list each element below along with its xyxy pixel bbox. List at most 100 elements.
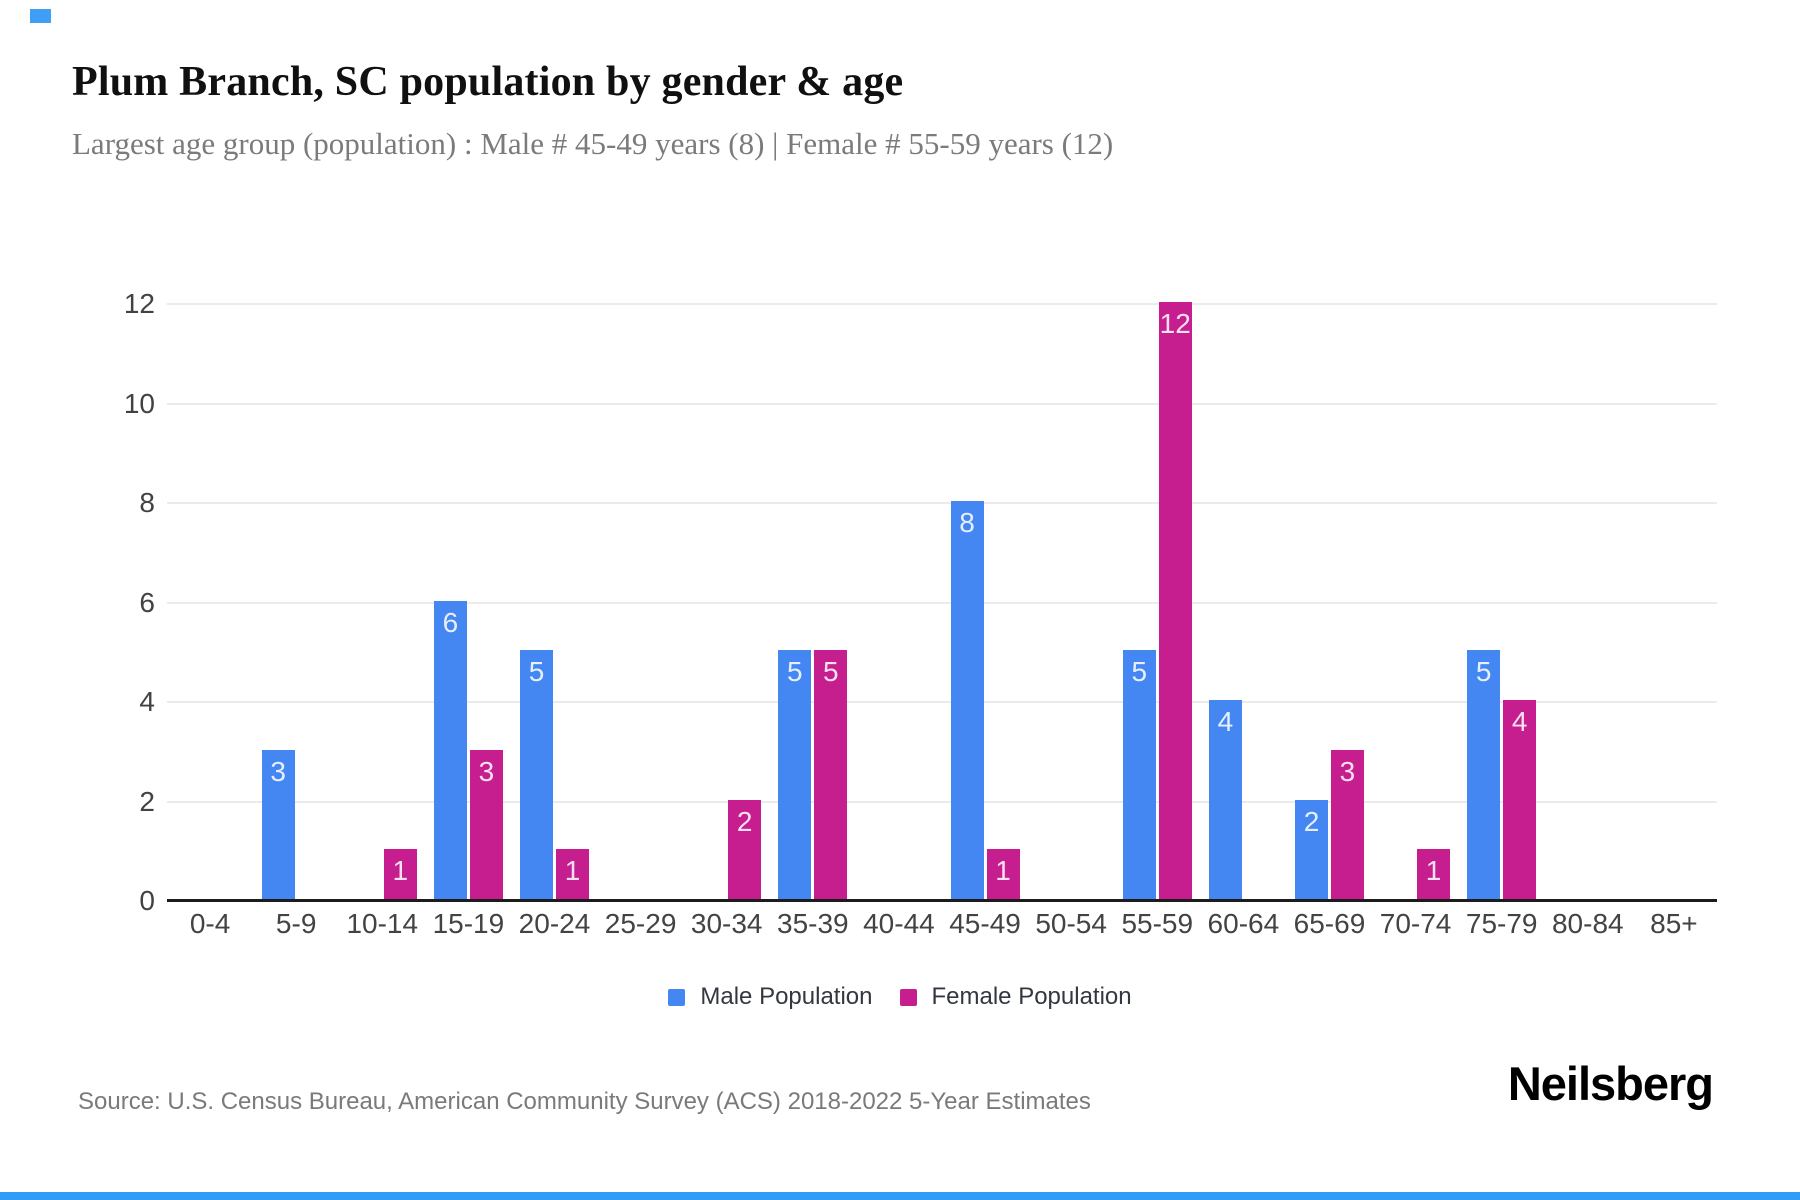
legend-swatch-icon: [899, 988, 917, 1006]
chart-title: Plum Branch, SC population by gender & a…: [72, 59, 904, 105]
bar-value-label: 6: [442, 606, 459, 638]
x-tick-label-85+: 85+: [1650, 908, 1698, 939]
y-tick-label: 0: [139, 885, 155, 916]
male-bar-45-49: 8: [950, 501, 984, 899]
legend-item-female: Female Population: [899, 983, 1132, 1011]
bar-value-label: 5: [528, 656, 545, 688]
y-tick-label: 6: [139, 586, 155, 618]
category-slot-80-84: [1545, 300, 1631, 899]
female-bar-65-69: 3: [1330, 749, 1364, 899]
category-slot-0-4: [167, 300, 253, 899]
y-tick-label: 12: [123, 288, 155, 319]
y-tick-label: 8: [139, 487, 155, 518]
x-tick-label-35-39: 35-39: [777, 908, 849, 939]
bar-value-label: 3: [270, 755, 286, 787]
x-tick-label-30-34: 30-34: [690, 908, 763, 939]
bar-value-label: 1: [995, 855, 1011, 887]
category-slot-30-34: 2: [684, 300, 770, 899]
bar-value-label: 4: [1217, 706, 1234, 737]
female-bar-10-14: 1: [383, 849, 417, 899]
x-tick-label-80-84: 80-84: [1551, 908, 1624, 939]
x-tick-label-5-9: 5-9: [275, 908, 317, 939]
category-slot-50-54: [1028, 300, 1114, 899]
category-slot-70-74: 1: [1373, 300, 1459, 899]
male-bar-15-19: 6: [433, 600, 467, 899]
male-bar-20-24: 5: [520, 650, 553, 899]
x-tick-label-25-29: 25-29: [604, 908, 677, 939]
source-note: Source: U.S. Census Bureau, American Com…: [78, 1088, 1091, 1115]
category-slot-40-44: [856, 300, 942, 899]
category-slot-5-9: 3: [253, 300, 339, 899]
legend-label: Female Population: [931, 983, 1132, 1010]
legend: Male Population Female Population: [0, 983, 1800, 1011]
x-tick-label-70-74: 70-74: [1379, 908, 1452, 939]
x-tick-label-15-19: 15-19: [432, 908, 505, 939]
bar-value-label: 5: [1475, 656, 1492, 688]
bar-value-label: 3: [478, 755, 495, 787]
male-bar-65-69: 2: [1294, 799, 1328, 899]
female-bar-20-24: 1: [555, 849, 589, 899]
female-bar-15-19: 3: [469, 749, 503, 899]
category-slot-25-29: [598, 300, 684, 899]
female-bar-75-79: 4: [1503, 700, 1537, 899]
y-tick-label: 10: [123, 387, 155, 419]
blue-strip-bottom: [0, 1192, 1800, 1200]
bar-value-label: 2: [1303, 805, 1320, 837]
blue-marker-top-left: [30, 9, 51, 23]
bar-value-label: 4: [1511, 706, 1528, 737]
bar-value-label: 5: [823, 656, 839, 688]
x-tick-label-50-54: 50-54: [1035, 908, 1107, 939]
male-bar-75-79: 5: [1467, 650, 1501, 899]
female-bar-30-34: 2: [728, 799, 762, 899]
bar-value-label: 1: [392, 855, 409, 887]
bar-value-label: 3: [1339, 755, 1356, 787]
bar-value-label: 5: [1131, 656, 1148, 688]
category-slot-60-64: 4: [1200, 300, 1286, 899]
x-tick-label-0-4: 0-4: [189, 908, 231, 939]
legend-swatch-icon: [668, 988, 686, 1006]
bar-value-label: 1: [1425, 855, 1442, 887]
x-tick-label-60-64: 60-64: [1207, 908, 1280, 939]
x-tick-label-75-79: 75-79: [1465, 908, 1538, 939]
gridline-y-6: [167, 601, 1717, 604]
male-bar-5-9: 3: [261, 749, 295, 899]
legend-item-male: Male Population: [668, 983, 873, 1011]
bar-value-label: 12: [1159, 308, 1191, 339]
bar-value-label: 1: [564, 855, 581, 887]
gridline-y-2: [167, 800, 1717, 803]
legend-label: Male Population: [700, 983, 873, 1010]
x-axis-labels: 0-4 5-9 10-14 15-19 20-24 25-29 30-34 35-39 40-4…: [167, 908, 1717, 940]
x-axis-line: [167, 899, 1717, 902]
brand-logo: Neilsberg: [1507, 1057, 1714, 1110]
category-slot-85+: [1631, 300, 1717, 899]
female-bar-55-59: 12: [1158, 302, 1192, 899]
x-tick-label-20-24: 20-24: [518, 908, 591, 939]
category-slot-55-59: 5 12: [1114, 300, 1200, 899]
bar-value-label: 5: [787, 656, 803, 688]
x-tick-label-40-44: 40-44: [863, 908, 935, 939]
x-tick-label-55-59: 55-59: [1121, 908, 1194, 939]
bar-value-label: 8: [959, 507, 975, 538]
female-bar-35-39: 5: [814, 650, 848, 899]
x-tick-label-65-69: 65-69: [1293, 908, 1366, 939]
female-bar-45-49: 1: [986, 849, 1020, 899]
male-bar-35-39: 5: [778, 650, 812, 899]
bar-value-label: 2: [736, 805, 753, 837]
chart-subtitle: Largest age group (population) : Male # …: [72, 126, 1114, 161]
male-bar-55-59: 5: [1122, 650, 1156, 899]
y-tick-label: 2: [139, 785, 155, 817]
gridline-y-8: [167, 502, 1717, 504]
gridline-y-10: [167, 402, 1717, 405]
bar-slots: 3 1 6 3 5 1 2 5 5 8 1 5 12 4 2 3 1 5 4: [167, 300, 1717, 899]
gridline-y-4: [167, 701, 1717, 703]
category-slot-10-14: 1: [339, 300, 425, 899]
female-bar-70-74: 1: [1417, 849, 1451, 899]
gridline-y-12: [167, 303, 1717, 305]
